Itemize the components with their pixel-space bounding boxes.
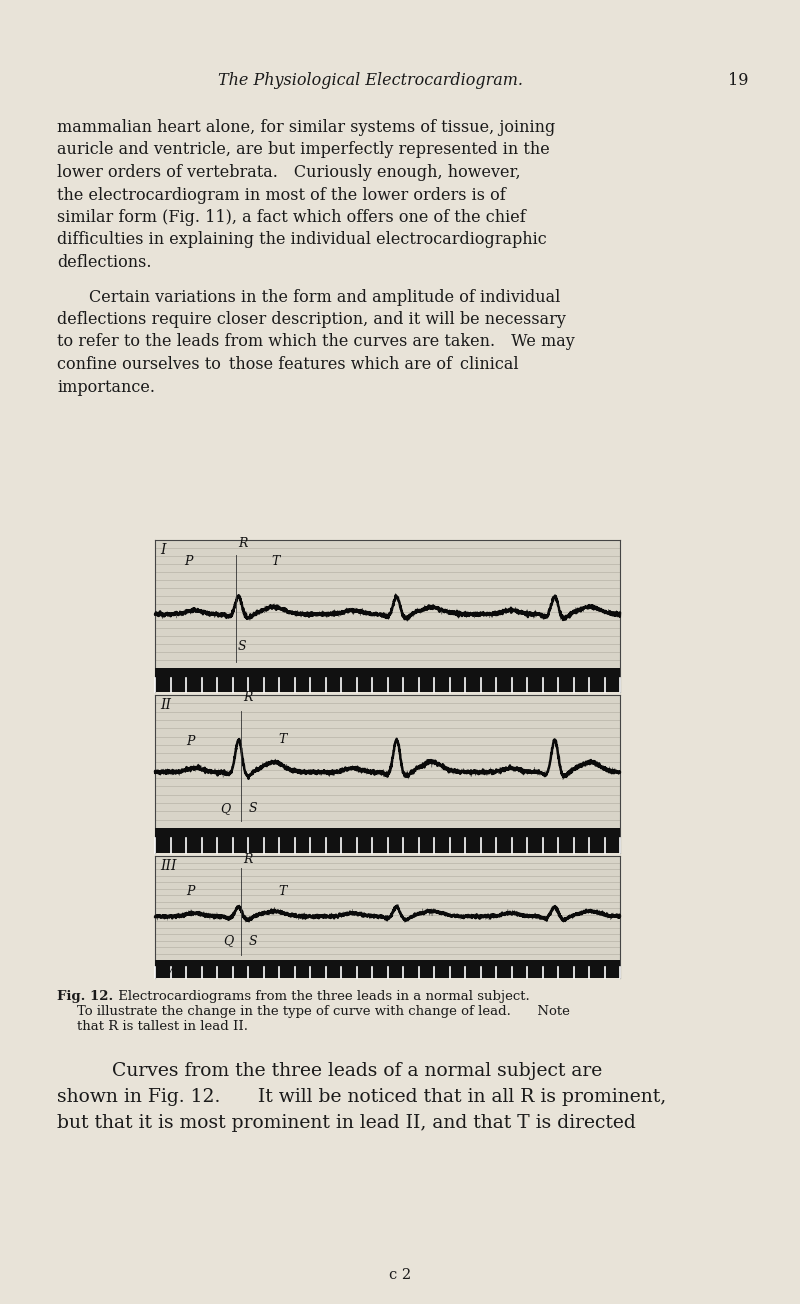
Text: difficulties in explaining the individual electrocardiographic: difficulties in explaining the individua… <box>57 232 546 249</box>
Text: shown in Fig. 12.  It will be noticed that in all R is prominent,: shown in Fig. 12. It will be noticed tha… <box>57 1088 666 1106</box>
Text: T: T <box>271 556 279 569</box>
Text: to refer to the leads from which the curves are taken.  We may: to refer to the leads from which the cur… <box>57 334 574 351</box>
Text: P: P <box>184 556 193 569</box>
Text: T: T <box>279 733 287 746</box>
Bar <box>155 855 620 978</box>
Text: confine ourselves to those features which are of clinical: confine ourselves to those features whic… <box>57 356 518 373</box>
Text: deflections require closer description, and it will be necessary: deflections require closer description, … <box>57 310 566 329</box>
Text: R: R <box>243 691 253 704</box>
Text: R: R <box>238 537 248 550</box>
Text: I: I <box>160 542 166 557</box>
Text: Q: Q <box>221 802 230 815</box>
Bar <box>155 540 620 692</box>
Text: P: P <box>186 735 195 748</box>
Text: Fig. 12.: Fig. 12. <box>57 990 114 1003</box>
Text: The Physiological Electrocardiogram.: The Physiological Electrocardiogram. <box>218 72 522 89</box>
Text: R: R <box>243 853 253 866</box>
Text: but that it is most prominent in lead II, and that T is directed: but that it is most prominent in lead II… <box>57 1114 636 1132</box>
Bar <box>155 668 620 692</box>
Bar <box>155 695 620 853</box>
Text: lower orders of vertebrata.  Curiously enough, however,: lower orders of vertebrata. Curiously en… <box>57 164 521 181</box>
Text: 19: 19 <box>727 72 748 89</box>
Text: the electrocardiogram in most of the lower orders is of: the electrocardiogram in most of the low… <box>57 186 506 203</box>
Bar <box>155 960 620 978</box>
Text: importance.: importance. <box>57 378 155 395</box>
Text: P: P <box>186 884 195 897</box>
Text: To illustrate the change in the type of curve with change of lead.  Note: To illustrate the change in the type of … <box>77 1005 570 1018</box>
Text: II: II <box>160 698 171 712</box>
Text: S: S <box>249 802 258 815</box>
Text: Electrocardiograms from the three leads in a normal subject.: Electrocardiograms from the three leads … <box>105 990 530 1003</box>
Text: S: S <box>249 935 258 948</box>
Text: Q: Q <box>222 935 233 948</box>
Text: III: III <box>160 859 177 872</box>
Text: mammalian heart alone, for similar systems of tissue, joining: mammalian heart alone, for similar syste… <box>57 119 555 136</box>
Text: deflections.: deflections. <box>57 254 151 271</box>
Text: T: T <box>279 884 287 897</box>
Text: similar form (Fig. 11), a fact which offers one of the chief: similar form (Fig. 11), a fact which off… <box>57 209 526 226</box>
Text: auricle and ventricle, are but imperfectly represented in the: auricle and ventricle, are but imperfect… <box>57 142 550 159</box>
Bar <box>155 828 620 853</box>
Text: that R is tallest in lead II.: that R is tallest in lead II. <box>77 1020 248 1033</box>
Text: 1/20: 1/20 <box>163 968 185 975</box>
Text: c 2: c 2 <box>389 1267 411 1282</box>
Text: S: S <box>238 640 246 653</box>
Text: Certain variations in the form and amplitude of individual: Certain variations in the form and ampli… <box>57 288 560 305</box>
Text: Curves from the three leads of a normal subject are: Curves from the three leads of a normal … <box>112 1061 602 1080</box>
